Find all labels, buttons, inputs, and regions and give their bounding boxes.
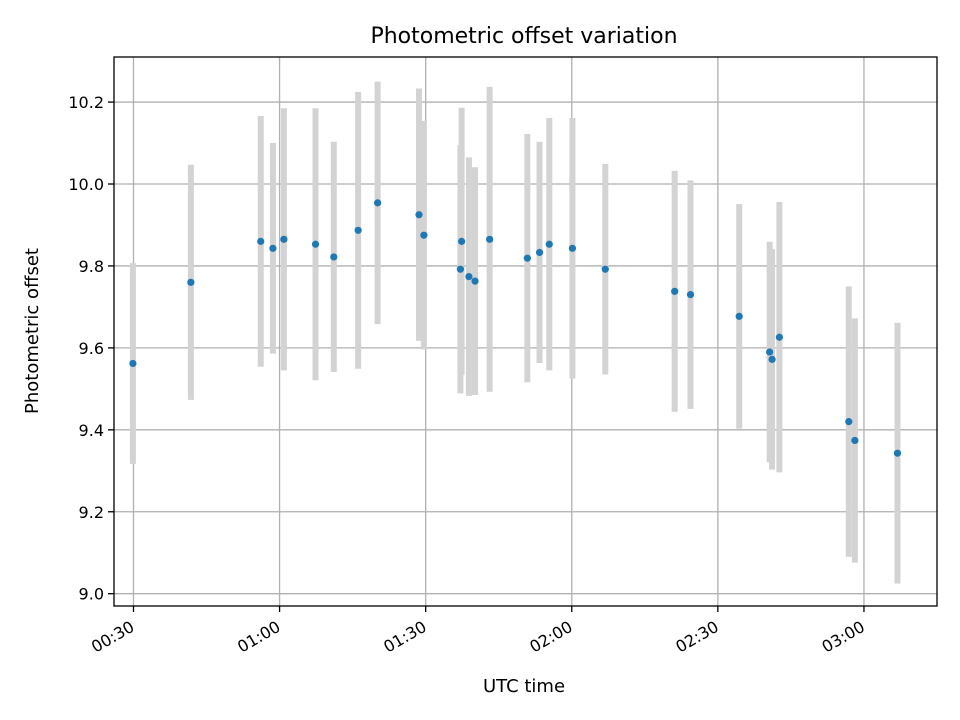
data-point: [768, 355, 776, 363]
y-tick-label: 9.0: [79, 585, 104, 604]
data-point: [735, 312, 743, 320]
y-tick-label: 9.2: [79, 503, 104, 522]
data-point: [129, 359, 137, 368]
y-axis-ticks: 9.0 9.2 9.4 9.6 9.8 10.0 10.2: [68, 93, 114, 604]
data-point: [187, 278, 195, 286]
data-point: [845, 418, 853, 426]
data-point: [523, 254, 531, 262]
y-tick-label: 9.6: [79, 339, 104, 358]
data-point: [601, 265, 609, 273]
y-tick-label: 9.8: [79, 257, 104, 276]
data-point: [671, 287, 679, 295]
data-point: [851, 436, 859, 445]
data-point: [374, 199, 382, 207]
y-tick-label: 9.4: [79, 421, 104, 440]
data-point: [766, 348, 774, 356]
data-point: [330, 253, 338, 261]
data-point: [456, 265, 465, 273]
y-tick-label: 10.2: [68, 93, 104, 112]
data-point: [354, 226, 362, 234]
error-bars: [129, 81, 901, 584]
x-tick-label: 01:00: [234, 617, 283, 657]
data-point: [415, 211, 423, 219]
data-point: [545, 240, 553, 248]
y-axis-label: Photometric offset: [22, 248, 43, 414]
data-point: [269, 244, 277, 252]
x-axis-label: UTC time: [483, 676, 565, 697]
data-point: [465, 273, 473, 281]
x-tick-label: 02:30: [672, 617, 721, 657]
plot-frame: [113, 56, 938, 607]
y-tick-label: 10.0: [68, 175, 104, 194]
data-point: [311, 240, 320, 248]
x-axis-ticks: 00:30 01:00 01:30 02:00 02:30 03:00: [88, 606, 868, 657]
data-point: [280, 235, 288, 243]
data-point: [257, 237, 265, 245]
x-tick-label: 00:30: [88, 617, 137, 657]
data-point: [686, 291, 695, 299]
data-point: [471, 277, 479, 285]
data-point: [775, 333, 783, 341]
chart-title: Photometric offset variation: [370, 24, 677, 49]
data-point: [893, 449, 902, 457]
data-point: [568, 244, 577, 252]
x-tick-label: 03:00: [819, 617, 868, 657]
x-tick-label: 02:00: [526, 617, 575, 657]
data-point: [458, 237, 466, 245]
data-point: [486, 235, 494, 243]
data-point: [535, 248, 544, 257]
data-points: [129, 199, 902, 457]
x-tick-label: 01:30: [380, 617, 429, 657]
data-point: [420, 231, 428, 239]
